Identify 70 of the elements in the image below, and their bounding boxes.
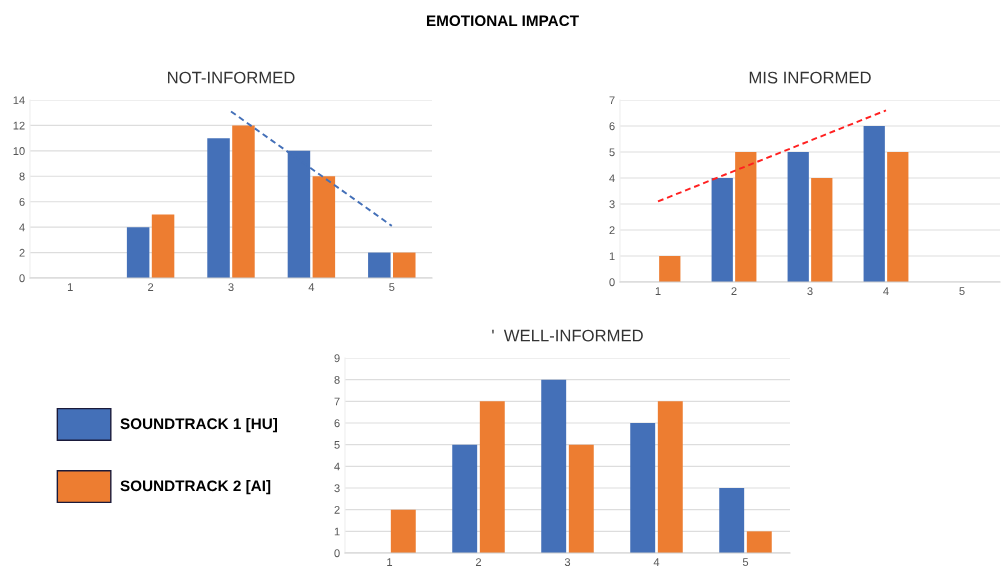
y-tick-label: 3 — [334, 484, 340, 493]
bar — [746, 531, 772, 553]
x-tick-label: 4 — [653, 558, 660, 566]
y-tick-label: 0 — [609, 278, 615, 287]
x-tick-label: 2 — [731, 287, 737, 295]
bar — [657, 401, 683, 553]
legend-label: SOUNDTRACK 2 [AI] — [120, 480, 271, 495]
y-tick-label: 4 — [334, 462, 340, 471]
y-tick-label: 2 — [19, 248, 25, 257]
bar — [811, 178, 833, 282]
x-tick-label: 1 — [67, 283, 73, 291]
bar — [207, 138, 230, 278]
y-tick-label: 7 — [334, 397, 340, 406]
bar — [887, 152, 909, 282]
bar — [479, 401, 505, 553]
y-tick-label: 6 — [334, 419, 340, 428]
bar — [390, 509, 416, 553]
y-tick-label: 0 — [334, 549, 340, 558]
y-tick-label: 1 — [334, 527, 340, 536]
bar — [630, 423, 656, 553]
bar — [541, 379, 567, 553]
bar — [151, 214, 175, 278]
bar — [711, 178, 733, 282]
y-tick-label: 14 — [13, 96, 25, 105]
y-tick-label: 2 — [609, 226, 615, 235]
y-tick-label: 8 — [19, 172, 25, 181]
y-tick-label: 6 — [19, 197, 25, 206]
y-tick-label: 2 — [334, 505, 340, 514]
bar — [312, 176, 336, 278]
x-tick-label: 4 — [883, 287, 889, 295]
y-tick-label: 10 — [13, 147, 25, 155]
y-tick-label: 8 — [334, 375, 340, 384]
x-tick-label: 2 — [148, 283, 154, 291]
x-tick-label: 1 — [387, 558, 393, 566]
y-tick-label: 4 — [609, 174, 615, 183]
x-tick-label: 3 — [228, 283, 234, 292]
x-tick-label: 4 — [308, 283, 315, 291]
legend-label: SOUNDTRACK 1 [HU] — [120, 417, 277, 433]
y-tick-label: 5 — [334, 441, 340, 449]
y-tick-label: 6 — [609, 122, 615, 131]
bar — [735, 152, 757, 282]
bar — [368, 252, 391, 278]
x-tick-label: 1 — [655, 287, 661, 295]
bar — [719, 488, 745, 553]
bar — [393, 252, 416, 278]
bar — [232, 125, 255, 278]
bar — [863, 126, 885, 282]
y-tick-label: 4 — [19, 223, 25, 232]
x-tick-label: 3 — [564, 558, 571, 567]
chart-title: NOT-INFORMED — [168, 71, 295, 84]
chart-title: ' WELL-INFORMED — [492, 329, 643, 342]
y-tick-label: 1 — [609, 252, 615, 261]
x-tick-label: 5 — [389, 283, 395, 292]
y-tick-label: 9 — [334, 354, 340, 363]
bar — [659, 256, 681, 282]
y-tick-label: 7 — [609, 96, 615, 105]
y-tick-label: 12 — [13, 121, 25, 130]
y-tick-label: 5 — [609, 148, 615, 157]
bar — [126, 227, 150, 278]
x-tick-label: 2 — [475, 558, 482, 566]
x-tick-label: 5 — [742, 558, 749, 567]
y-tick-label: 3 — [609, 200, 615, 209]
text: EMOTIONAL IMPACT — [426, 15, 579, 27]
chart-title: MIS INFORMED — [749, 71, 871, 84]
bar — [787, 152, 809, 282]
bar — [568, 444, 594, 553]
bar — [452, 444, 478, 553]
y-tick-label: 0 — [19, 274, 25, 283]
x-tick-label: 3 — [807, 287, 813, 296]
x-tick-label: 5 — [959, 287, 965, 296]
